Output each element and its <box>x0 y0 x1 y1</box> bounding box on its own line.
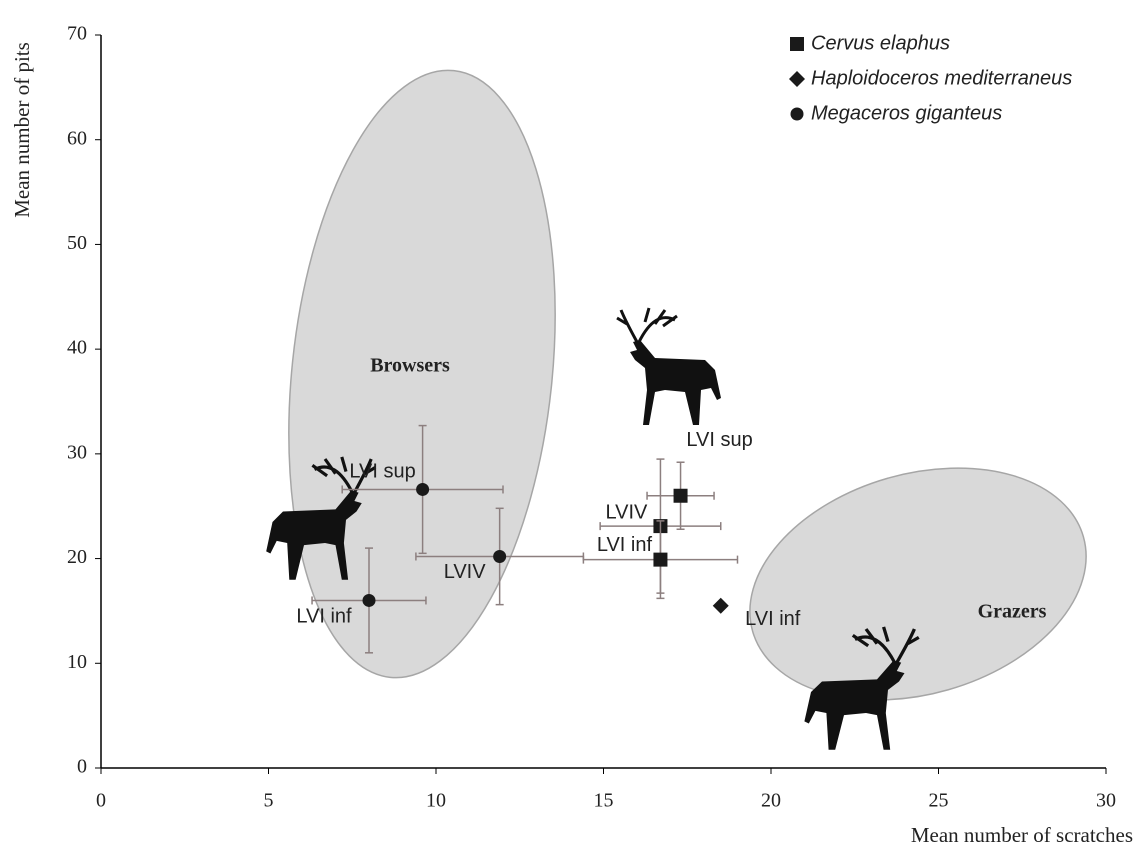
y-tick-label: 70 <box>67 23 87 45</box>
x-tick-label: 0 <box>96 790 106 812</box>
point <box>493 550 506 563</box>
y-tick-label: 30 <box>67 441 87 463</box>
x-tick-label: 10 <box>426 790 446 812</box>
x-axis-title: Mean number of scratches <box>911 823 1133 847</box>
point-label: LVI inf <box>597 534 653 556</box>
x-tick-label: 20 <box>761 790 781 812</box>
legend-marker <box>790 37 804 51</box>
point-label: LVIV <box>606 501 649 523</box>
legend-marker <box>791 108 804 121</box>
y-tick-label: 10 <box>67 651 87 673</box>
x-tick-label: 15 <box>594 790 614 812</box>
legend-label: Cervus elaphus <box>811 32 950 54</box>
y-tick-label: 0 <box>77 756 87 778</box>
y-tick-label: 60 <box>67 127 87 149</box>
point <box>713 598 729 614</box>
point-label: LVIV <box>444 561 487 583</box>
point-label: LVI inf <box>296 606 352 628</box>
y-tick-label: 50 <box>67 232 87 254</box>
point-label: LVI inf <box>745 608 801 630</box>
point-label: LVI sup <box>349 461 415 483</box>
y-tick-label: 40 <box>67 337 87 359</box>
y-axis-title: Mean number of pits <box>10 42 34 218</box>
point <box>363 594 376 607</box>
legend-label: Haploidoceros mediterraneus <box>811 67 1072 89</box>
point-label: LVI sup <box>686 429 752 451</box>
y-tick-label: 20 <box>67 546 87 568</box>
region <box>722 431 1113 737</box>
x-tick-label: 5 <box>264 790 274 812</box>
legend-marker <box>789 71 805 87</box>
red-deer-silhouette <box>617 308 721 425</box>
point <box>674 489 688 503</box>
point <box>653 553 667 567</box>
chart: Mean number of scratches Mean number of … <box>0 0 1136 850</box>
x-tick-label: 30 <box>1096 790 1116 812</box>
legend-label: Megaceros giganteus <box>811 102 1002 124</box>
region-label: Browsers <box>370 355 450 377</box>
region-label: Grazers <box>978 601 1047 623</box>
point <box>416 483 429 496</box>
x-tick-label: 25 <box>929 790 949 812</box>
